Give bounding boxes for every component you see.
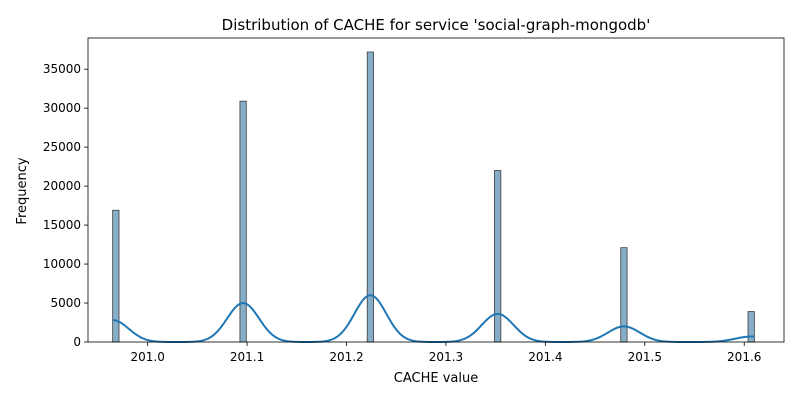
plot-frame xyxy=(87,37,785,343)
y-tick-label: 10000 xyxy=(43,257,81,271)
kde-layer xyxy=(112,294,755,343)
x-tick-label: 201.0 xyxy=(130,350,164,364)
x-tick-label: 201.5 xyxy=(628,350,662,364)
y-tick-label: 25000 xyxy=(43,140,81,154)
kde-line xyxy=(112,294,755,343)
axes-layer xyxy=(87,37,785,343)
x-tick-label: 201.3 xyxy=(429,350,463,364)
bars-layer xyxy=(112,51,755,343)
x-tick-label: 201.1 xyxy=(230,350,264,364)
x-tick-label: 201.6 xyxy=(727,350,761,364)
y-tick-label: 5000 xyxy=(50,296,81,310)
histogram-bar-3 xyxy=(366,51,374,343)
y-tick-label: 30000 xyxy=(43,101,81,115)
x-axis-label: CACHE value xyxy=(394,371,478,386)
x-tick-label: 201.4 xyxy=(528,350,562,364)
y-tick-label: 0 xyxy=(73,335,81,349)
ticks-layer: 201.0 201.1 201.2 201.3 201.4 201.5 201.6 0 5000… xyxy=(43,62,762,364)
histogram-bar-4 xyxy=(494,170,502,343)
y-tick-label: 20000 xyxy=(43,179,81,193)
y-tick-label: 15000 xyxy=(43,218,81,232)
histogram-bar-2 xyxy=(239,100,247,343)
chart-title: Distribution of CACHE for service 'socia… xyxy=(222,16,651,34)
x-tick-label: 201.2 xyxy=(329,350,363,364)
histogram-bar-5 xyxy=(620,247,628,343)
y-axis-label: Frequency xyxy=(15,157,30,224)
y-tick-label: 35000 xyxy=(43,62,81,76)
